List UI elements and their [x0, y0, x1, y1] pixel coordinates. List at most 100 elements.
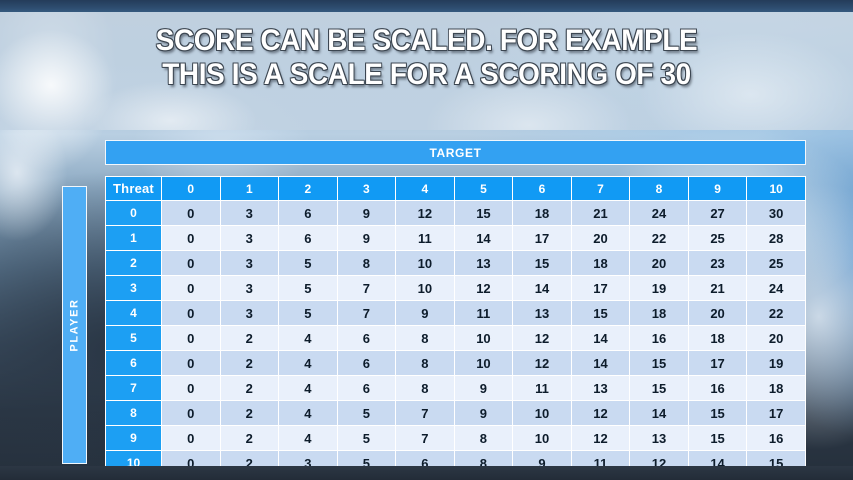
- cell-r0-c0: 0: [161, 200, 221, 226]
- cell-r3-c9: 21: [687, 275, 748, 301]
- player-axis-bar: PLAYER: [62, 186, 87, 464]
- cell-r5-c5: 10: [453, 325, 514, 351]
- cell-r5-c9: 18: [687, 325, 748, 351]
- cell-r0-c7: 21: [570, 200, 631, 226]
- cell-r5-c8: 16: [629, 325, 689, 351]
- row-header-5: 5: [105, 325, 162, 351]
- cell-r2-c10: 25: [746, 250, 806, 276]
- cell-r7-c3: 6: [336, 375, 397, 401]
- cell-r4-c10: 22: [746, 300, 806, 326]
- column-header-6: 6: [512, 176, 572, 201]
- cell-r8-c5: 9: [453, 400, 514, 426]
- cell-r7-c7: 13: [570, 375, 631, 401]
- table-row: 1 0 3 6 9 11 14 17 20 22 25 28: [105, 225, 806, 251]
- cell-r4-c3: 7: [336, 300, 397, 326]
- cell-r1-c8: 22: [629, 225, 689, 251]
- cell-r6-c9: 17: [687, 350, 748, 376]
- title-band: [0, 12, 853, 130]
- cell-r1-c1: 3: [219, 225, 280, 251]
- table-row: 7 0 2 4 6 8 9 11 13 15 16 18: [105, 375, 806, 401]
- cell-r2-c7: 18: [570, 250, 631, 276]
- cell-r3-c7: 17: [570, 275, 631, 301]
- cell-r2-c3: 8: [336, 250, 397, 276]
- cell-r4-c9: 20: [687, 300, 748, 326]
- cell-r6-c6: 12: [512, 350, 572, 376]
- cell-r5-c6: 12: [512, 325, 572, 351]
- cell-r3-c0: 0: [161, 275, 221, 301]
- cell-r4-c6: 13: [512, 300, 572, 326]
- cell-r2-c9: 23: [687, 250, 748, 276]
- cell-r1-c0: 0: [161, 225, 221, 251]
- cell-r6-c8: 15: [629, 350, 689, 376]
- cell-r9-c8: 13: [629, 425, 689, 451]
- cell-r2-c0: 0: [161, 250, 221, 276]
- cell-r9-c0: 0: [161, 425, 221, 451]
- cell-r8-c9: 15: [687, 400, 748, 426]
- cell-r2-c5: 13: [453, 250, 514, 276]
- cell-r9-c9: 15: [687, 425, 748, 451]
- cell-r7-c4: 8: [395, 375, 455, 401]
- cell-r1-c4: 11: [395, 225, 455, 251]
- cell-r9-c4: 7: [395, 425, 455, 451]
- bottom-edge-strip: [0, 466, 853, 480]
- cell-r7-c1: 2: [219, 375, 280, 401]
- cell-r0-c3: 9: [336, 200, 397, 226]
- cell-r7-c8: 15: [629, 375, 689, 401]
- cell-r9-c7: 12: [570, 425, 631, 451]
- cell-r2-c2: 5: [278, 250, 338, 276]
- row-header-1: 1: [105, 225, 162, 251]
- cell-r6-c7: 14: [570, 350, 631, 376]
- cell-r2-c1: 3: [219, 250, 280, 276]
- cell-r3-c5: 12: [453, 275, 514, 301]
- cell-r2-c4: 10: [395, 250, 455, 276]
- cell-r0-c1: 3: [219, 200, 280, 226]
- cell-r8-c6: 10: [512, 400, 572, 426]
- cell-r9-c3: 5: [336, 425, 397, 451]
- cell-r8-c4: 7: [395, 400, 455, 426]
- cell-r6-c0: 0: [161, 350, 221, 376]
- row-header-2: 2: [105, 250, 162, 276]
- cell-r0-c9: 27: [687, 200, 748, 226]
- column-header-0: 0: [161, 176, 221, 201]
- cell-r7-c5: 9: [453, 375, 514, 401]
- column-header-3: 3: [336, 176, 397, 201]
- cell-r9-c10: 16: [746, 425, 806, 451]
- cell-r1-c2: 6: [278, 225, 338, 251]
- cell-r8-c10: 17: [746, 400, 806, 426]
- cell-r6-c1: 2: [219, 350, 280, 376]
- table-row: 4 0 3 5 7 9 11 13 15 18 20 22: [105, 300, 806, 326]
- cell-r1-c6: 17: [512, 225, 572, 251]
- row-header-4: 4: [105, 300, 162, 326]
- cell-r9-c5: 8: [453, 425, 514, 451]
- top-edge-strip: [0, 0, 853, 12]
- cell-r1-c3: 9: [336, 225, 397, 251]
- cell-r6-c4: 8: [395, 350, 455, 376]
- cell-r3-c2: 5: [278, 275, 338, 301]
- cell-r7-c9: 16: [687, 375, 748, 401]
- cell-r6-c10: 19: [746, 350, 806, 376]
- row-header-8: 8: [105, 400, 162, 426]
- cell-r8-c3: 5: [336, 400, 397, 426]
- table-row: 8 0 2 4 5 7 9 10 12 14 15 17: [105, 400, 806, 426]
- cell-r5-c3: 6: [336, 325, 397, 351]
- column-header-5: 5: [453, 176, 514, 201]
- table-corner-header: Threat: [105, 176, 162, 201]
- cell-r0-c4: 12: [395, 200, 455, 226]
- cell-r3-c4: 10: [395, 275, 455, 301]
- row-header-7: 7: [105, 375, 162, 401]
- score-scale-table: Threat 0 1 2 3 4 5 6 7 8 9 10 0 0 3 6 9 12 15 1…: [105, 176, 806, 476]
- table-row: 2 0 3 5 8 10 13 15 18 20 23 25: [105, 250, 806, 276]
- page-title: SCORE CAN BE SCALED. FOR EXAMPLE THIS IS…: [155, 24, 698, 91]
- table-row: 5 0 2 4 6 8 10 12 14 16 18 20: [105, 325, 806, 351]
- cell-r5-c2: 4: [278, 325, 338, 351]
- cell-r6-c2: 4: [278, 350, 338, 376]
- player-axis-label: PLAYER: [68, 298, 81, 352]
- cell-r5-c0: 0: [161, 325, 221, 351]
- cell-r3-c1: 3: [219, 275, 280, 301]
- table-row: 0 0 3 6 9 12 15 18 21 24 27 30: [105, 200, 806, 226]
- cell-r4-c7: 15: [570, 300, 631, 326]
- column-header-9: 9: [687, 176, 748, 201]
- cell-r5-c1: 2: [219, 325, 280, 351]
- row-header-0: 0: [105, 200, 162, 226]
